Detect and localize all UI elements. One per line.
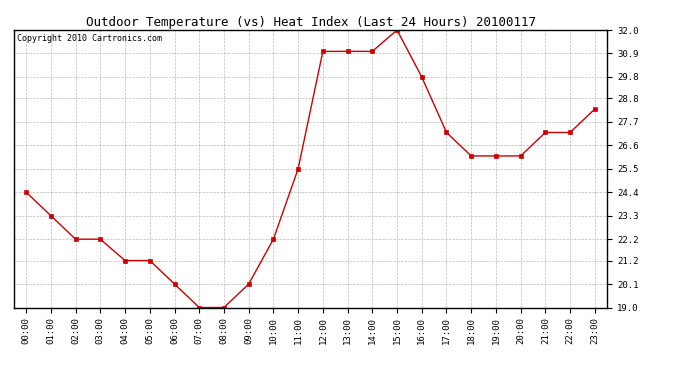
Title: Outdoor Temperature (vs) Heat Index (Last 24 Hours) 20100117: Outdoor Temperature (vs) Heat Index (Las… bbox=[86, 16, 535, 29]
Text: Copyright 2010 Cartronics.com: Copyright 2010 Cartronics.com bbox=[17, 34, 161, 43]
